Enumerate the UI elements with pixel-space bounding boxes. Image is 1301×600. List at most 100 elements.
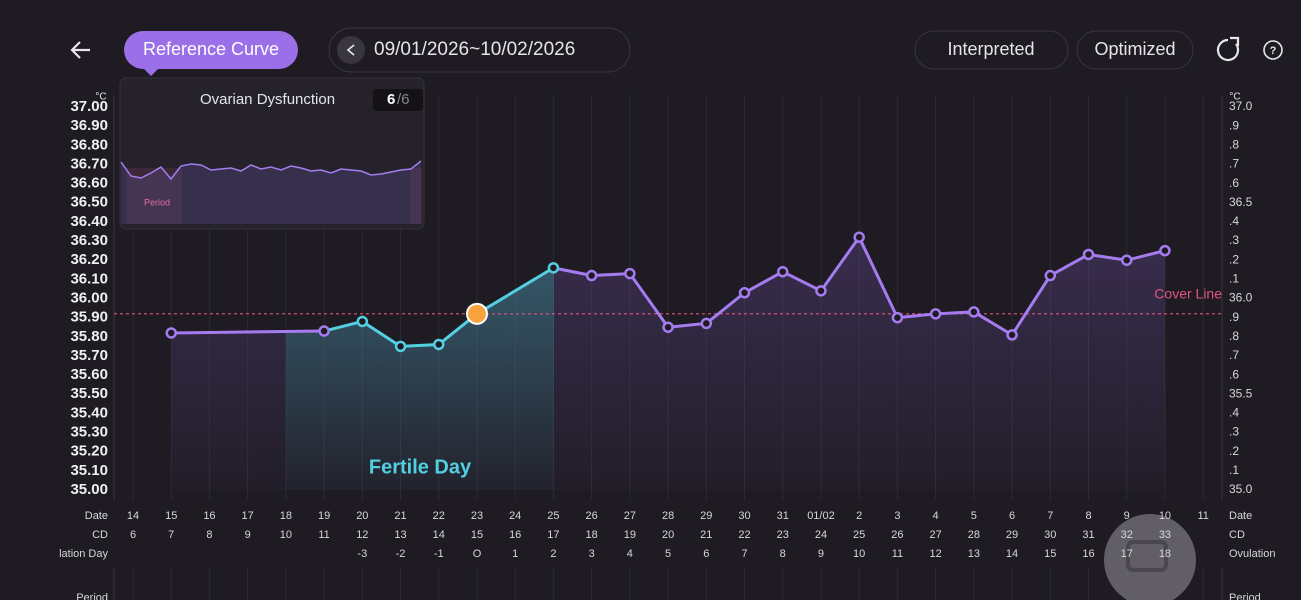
cd-label: 16 — [509, 529, 521, 541]
point — [624, 267, 636, 280]
chat-icon — [1126, 540, 1168, 572]
cd-label: 6 — [130, 529, 136, 541]
point — [700, 317, 713, 330]
cd-label: 17 — [547, 529, 559, 541]
y-tick-label: 36.10 — [70, 270, 108, 287]
ovulation-label: -2 — [396, 548, 406, 560]
reference-curve-label: Reference Curve — [143, 39, 279, 59]
date-icon[interactable] — [337, 36, 365, 64]
ovulation-label: 7 — [741, 548, 747, 560]
point — [1159, 244, 1171, 257]
ovulation-label: 8 — [780, 548, 786, 560]
y2-tick-label: .2 — [1229, 252, 1239, 266]
count: 6 — [387, 91, 395, 108]
y-tick-label: 36.40 — [70, 213, 108, 230]
help-button[interactable] — [1263, 40, 1283, 60]
y2-tick-label: .4 — [1229, 406, 1239, 420]
period-row-label: Period — [1229, 592, 1261, 600]
date-range-pill[interactable] — [328, 27, 631, 73]
cd-label: 32 — [1121, 529, 1133, 541]
cd-label: 29 — [1006, 529, 1018, 541]
point — [738, 287, 751, 299]
date-icon-arrow — [346, 44, 355, 56]
point — [585, 269, 598, 282]
y2-tick-label: .7 — [1229, 157, 1239, 171]
reference-curve-button[interactable] — [124, 31, 298, 69]
cd-label: 7 — [168, 529, 174, 541]
y2-tick-label: .6 — [1229, 367, 1239, 381]
refresh-arrow — [1230, 36, 1240, 46]
period-band — [410, 168, 422, 224]
ovulation-label: 4 — [627, 548, 633, 560]
tab-interpreted[interactable] — [914, 30, 1069, 70]
y-tick-label: 35.80 — [70, 328, 108, 345]
y2-tick-label: .7 — [1229, 348, 1239, 362]
back-button[interactable] — [70, 41, 90, 59]
ovulation-label: 5 — [665, 548, 671, 560]
point — [853, 231, 865, 243]
cd-label: 33 — [1159, 529, 1171, 541]
period-label: Period — [144, 197, 170, 207]
point — [356, 315, 369, 328]
tab-label: Interpreted — [947, 39, 1034, 59]
ovulation-label: -3 — [357, 548, 367, 560]
fertile-label: Fertile Day — [369, 456, 472, 478]
row-label: CD — [92, 529, 108, 541]
row-label: Ovulation — [1229, 548, 1275, 560]
ovulation-label: 9 — [818, 548, 824, 560]
row-label: Date — [1229, 510, 1252, 522]
cd-label: 20 — [662, 529, 674, 541]
count-total: /6 — [397, 91, 410, 108]
ovulation-label: 1 — [512, 548, 518, 560]
date-label: 15 — [165, 510, 177, 522]
point — [318, 325, 330, 337]
cd-label: 21 — [700, 529, 712, 541]
mini-curve — [120, 160, 422, 181]
point — [776, 265, 789, 278]
y2-tick-label: 37.0 — [1229, 99, 1253, 113]
cd-label: 31 — [1082, 529, 1094, 541]
tab-optimized[interactable] — [1076, 30, 1194, 70]
date-label: 18 — [280, 510, 292, 522]
date-label: 17 — [242, 510, 254, 522]
ovulation-label: 17 — [1121, 548, 1133, 560]
ovulation-label: 13 — [968, 548, 980, 560]
point — [394, 340, 407, 353]
ovulation-label: 11 — [892, 548, 903, 560]
date-label: 23 — [471, 510, 483, 522]
point — [547, 262, 560, 274]
chat-button[interactable] — [1104, 514, 1196, 600]
point — [433, 338, 445, 351]
ovulation-label: 10 — [853, 548, 865, 560]
ovulation-label: O — [473, 548, 482, 560]
date-label: 7 — [1047, 510, 1053, 522]
y2-tick-label: .4 — [1229, 214, 1239, 228]
row-label: CD — [1229, 529, 1245, 541]
unit-label: °C — [95, 92, 106, 103]
point — [165, 327, 177, 339]
y2-tick-label: .1 — [1229, 272, 1239, 286]
y-tick-label: 35.50 — [70, 385, 108, 402]
y2-tick-label: .9 — [1229, 310, 1239, 324]
y2-tick-label: .6 — [1229, 176, 1239, 190]
cd-label: 12 — [356, 529, 368, 541]
date-label: 19 — [318, 510, 330, 522]
help-icon: ? — [1270, 45, 1277, 57]
cd-label: 8 — [206, 529, 212, 541]
y2-tick-label: 36.0 — [1229, 291, 1253, 305]
y-tick-label: 35.90 — [70, 309, 108, 326]
refresh-button[interactable] — [1216, 38, 1240, 62]
ovulation-label: 2 — [550, 548, 556, 560]
reference-card — [119, 77, 425, 230]
date-label: 28 — [662, 510, 674, 522]
y2-tick-label: .3 — [1229, 425, 1239, 439]
y2-tick-label: .2 — [1229, 444, 1239, 458]
y-tick-label: 35.20 — [70, 443, 108, 460]
ovulation-label: 14 — [1006, 548, 1018, 560]
y2-tick-label: .8 — [1229, 329, 1239, 343]
point — [662, 321, 674, 333]
ovulation-label: -1 — [434, 548, 444, 560]
cd-label: 23 — [777, 529, 789, 541]
date-label: 3 — [894, 510, 900, 522]
y-tick-label: 36.20 — [70, 251, 108, 268]
